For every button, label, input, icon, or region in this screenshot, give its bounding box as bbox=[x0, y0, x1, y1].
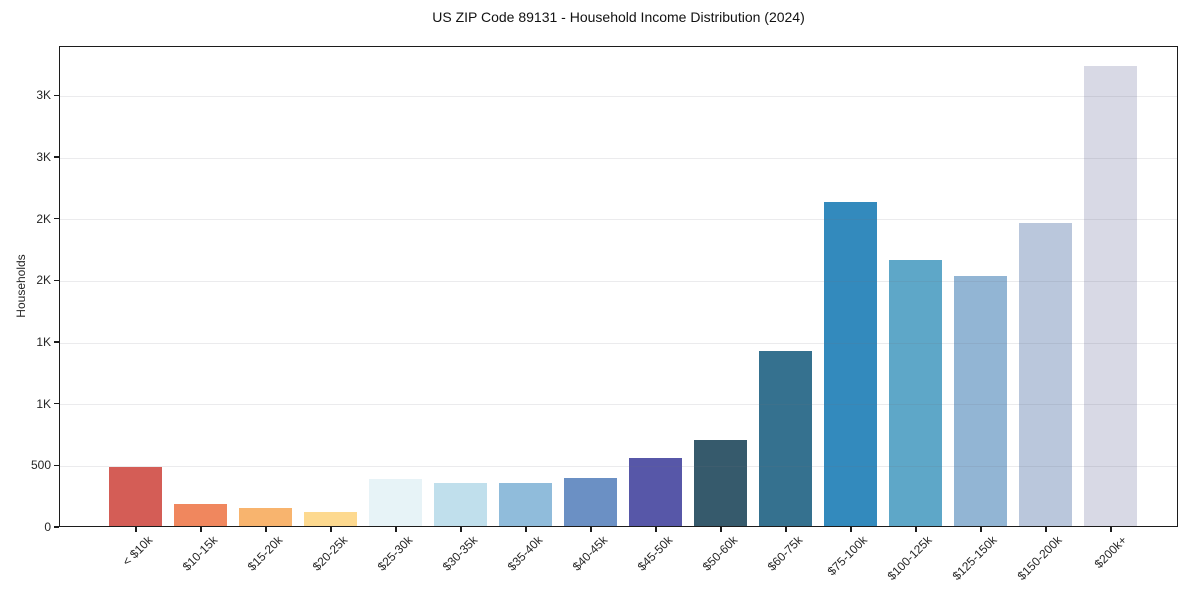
y-tick-mark bbox=[53, 526, 59, 528]
x-tick-label: $35-40k bbox=[504, 533, 545, 574]
y-tick-label: 2K bbox=[36, 273, 51, 288]
gridline bbox=[60, 342, 1177, 344]
bar bbox=[694, 440, 748, 526]
x-tick-mark bbox=[720, 527, 722, 532]
bar bbox=[954, 276, 1008, 526]
x-tick-mark bbox=[590, 527, 592, 532]
bar bbox=[109, 466, 163, 526]
bar bbox=[434, 482, 488, 526]
y-tick-label: 0 bbox=[44, 520, 51, 534]
x-tick-mark bbox=[850, 527, 852, 532]
gridline bbox=[60, 280, 1177, 282]
x-tick-label: $15-20k bbox=[244, 533, 285, 574]
gridline bbox=[60, 465, 1177, 467]
y-tick-label: 500 bbox=[30, 458, 51, 473]
bar bbox=[889, 259, 943, 526]
x-tick-mark bbox=[1110, 527, 1112, 532]
x-tick-label: < $10k bbox=[119, 533, 155, 569]
x-tick-mark bbox=[655, 527, 657, 532]
x-tick-mark bbox=[915, 527, 917, 532]
gridline bbox=[60, 404, 1177, 406]
x-tick-label: $45-50k bbox=[634, 533, 675, 574]
y-tick-label: 2K bbox=[36, 211, 51, 226]
bar bbox=[304, 512, 358, 526]
bar bbox=[239, 508, 293, 526]
x-tick-mark bbox=[395, 527, 397, 532]
x-tick-label: $150-200k bbox=[1014, 533, 1065, 584]
y-tick-mark bbox=[53, 94, 59, 96]
x-tick-label: $10-15k bbox=[179, 533, 220, 574]
x-tick-mark bbox=[135, 527, 137, 532]
bar bbox=[174, 504, 228, 526]
bar bbox=[759, 350, 813, 526]
x-tick-mark bbox=[1045, 527, 1047, 532]
x-tick-mark bbox=[330, 527, 332, 532]
bar bbox=[629, 458, 683, 526]
x-tick-label: $60-75k bbox=[764, 533, 805, 574]
x-tick-label: $125-150k bbox=[949, 533, 1000, 584]
x-tick-mark bbox=[980, 527, 982, 532]
bar bbox=[369, 479, 423, 526]
bar bbox=[824, 201, 878, 526]
bar bbox=[499, 482, 553, 526]
x-tick-mark bbox=[525, 527, 527, 532]
bar bbox=[1019, 223, 1073, 526]
x-tick-label: $40-45k bbox=[569, 533, 610, 574]
x-tick-label: $20-25k bbox=[309, 533, 350, 574]
gridline bbox=[60, 157, 1177, 159]
x-tick-label: $100-125k bbox=[884, 533, 935, 584]
y-tick-mark bbox=[53, 218, 59, 220]
y-tick-label: 1K bbox=[36, 335, 51, 349]
x-tick-mark bbox=[200, 527, 202, 532]
y-tick-mark bbox=[53, 464, 59, 466]
y-tick-label: 3K bbox=[36, 150, 51, 164]
y-tick-mark bbox=[53, 156, 59, 158]
y-tick-mark bbox=[53, 403, 59, 405]
chart-title: US ZIP Code 89131 - Household Income Dis… bbox=[432, 9, 805, 25]
x-tick-mark bbox=[265, 527, 267, 532]
plot-area bbox=[59, 46, 1178, 527]
bar bbox=[1084, 65, 1138, 526]
y-tick-label: 1K bbox=[36, 396, 51, 411]
gridline bbox=[60, 219, 1177, 221]
y-tick-label: 3K bbox=[36, 88, 51, 103]
x-tick-label: $50-60k bbox=[699, 533, 740, 574]
bar bbox=[564, 477, 618, 526]
x-tick-mark bbox=[785, 527, 787, 532]
x-tick-label: $30-35k bbox=[439, 533, 480, 574]
x-tick-mark bbox=[460, 527, 462, 532]
x-tick-label: $25-30k bbox=[374, 533, 415, 574]
x-tick-label: $75-100k bbox=[824, 533, 870, 579]
y-tick-mark bbox=[53, 279, 59, 281]
y-tick-mark bbox=[53, 341, 59, 343]
x-tick-label: $200k+ bbox=[1091, 533, 1130, 571]
gridline bbox=[60, 95, 1177, 97]
